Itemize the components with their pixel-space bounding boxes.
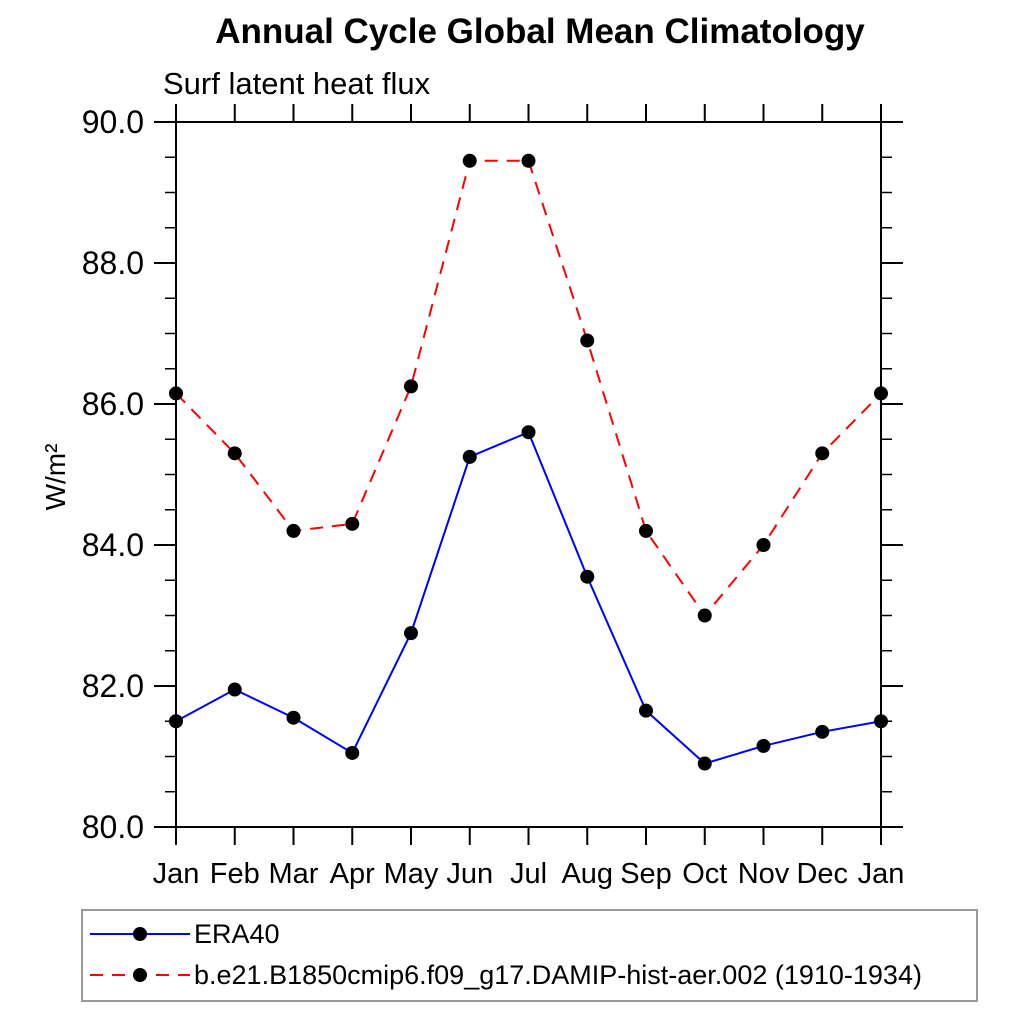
data-point-marker	[462, 153, 477, 168]
y-tick-label: 90.0	[82, 104, 144, 140]
legend: ERA40 b.e21.B1850cmip6.f09_g17.DAMIP-his…	[81, 909, 978, 1002]
data-point-marker	[345, 516, 360, 531]
data-point-marker	[227, 682, 242, 697]
data-point-marker	[462, 449, 477, 464]
x-tick-label: Apr	[330, 858, 375, 890]
data-point-marker	[345, 745, 360, 760]
legend-label-model: b.e21.B1850cmip6.f09_g17.DAMIP-hist-aer.…	[194, 959, 922, 990]
x-tick-label: Oct	[682, 858, 727, 890]
model-line-sample-icon	[90, 968, 190, 982]
legend-label-era40: ERA40	[194, 918, 280, 949]
series-line	[175, 430, 882, 765]
data-point-marker	[874, 714, 888, 729]
data-point-marker	[286, 523, 301, 538]
x-tick-label: Jan	[153, 858, 200, 890]
plot-frame	[175, 121, 882, 828]
chart-subtitle: Surf latent heat flux	[163, 66, 431, 101]
y-tick-label: 88.0	[82, 245, 144, 281]
x-tick-label: Nov	[738, 858, 790, 890]
chart-title: Annual Cycle Global Mean Climatology	[215, 12, 865, 51]
x-tick-label: Sep	[620, 858, 672, 890]
data-point-marker	[697, 608, 712, 623]
series-line	[175, 159, 882, 618]
x-tick-label: Mar	[269, 858, 319, 890]
data-point-marker	[580, 333, 595, 348]
legend-sample-marker	[133, 927, 147, 941]
data-point-marker	[580, 569, 595, 584]
data-point-marker	[697, 756, 712, 771]
y-tick-label: 82.0	[82, 668, 144, 704]
x-tick-label: Aug	[561, 858, 613, 890]
data-point-marker	[227, 446, 242, 461]
data-point-marker	[169, 714, 183, 729]
legend-item-model: b.e21.B1850cmip6.f09_g17.DAMIP-hist-aer.…	[83, 955, 976, 996]
data-point-marker	[404, 626, 418, 641]
data-point-marker	[639, 523, 653, 538]
x-tick-label: Jun	[446, 858, 493, 890]
data-point-marker	[639, 703, 653, 718]
data-point-marker	[815, 724, 830, 739]
data-point-marker	[756, 538, 771, 552]
x-tick-label: Jan	[858, 858, 905, 890]
x-tick-label: Feb	[210, 858, 260, 890]
data-point-marker	[404, 379, 418, 394]
x-tick-label: Dec	[796, 858, 848, 890]
y-tick-label: 84.0	[82, 527, 144, 563]
y-tick-label: 86.0	[82, 386, 144, 422]
data-point-marker	[169, 386, 183, 401]
data-point-marker	[286, 710, 301, 725]
x-tick-label: Jul	[510, 858, 547, 890]
x-tick-label: May	[384, 858, 439, 890]
y-tick-label: 80.0	[82, 809, 144, 845]
data-point-marker	[874, 386, 888, 401]
era40-line-sample-icon	[90, 927, 190, 941]
legend-sample-marker	[133, 968, 147, 982]
data-point-marker	[521, 425, 536, 440]
data-point-marker	[756, 738, 771, 753]
data-point-marker	[521, 153, 536, 168]
legend-item-era40: ERA40	[83, 914, 976, 955]
data-point-marker	[815, 446, 830, 461]
